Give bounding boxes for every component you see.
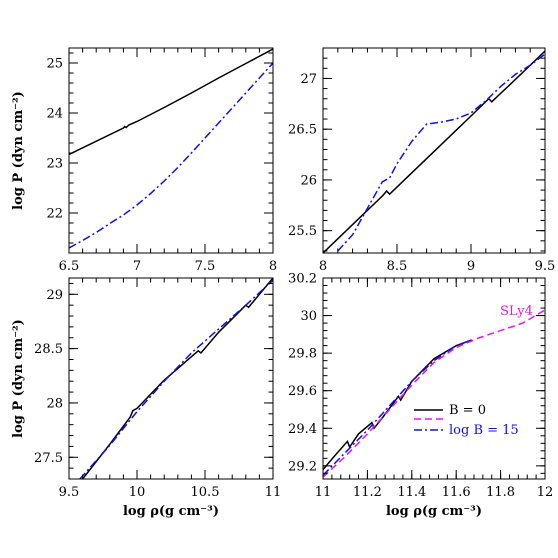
x-tick-label: 10 [129, 485, 146, 500]
x-axis-title: log ρ(g cm⁻³) [386, 504, 482, 519]
axes-frame [68, 277, 274, 480]
y-tick-label: 27 [300, 72, 317, 87]
series-line [323, 50, 545, 253]
axes-frame [322, 47, 546, 254]
series-line [69, 62, 273, 249]
series-line [82, 278, 273, 479]
y-tick-label: 24 [46, 107, 63, 122]
x-tick-label: 11.8 [486, 485, 515, 500]
x-tick-label: 9.5 [535, 259, 556, 274]
series-line [337, 53, 545, 252]
chart-panel: 6.5 7 7.5 8 22 23 24 25 log P (dyn cm⁻²) [11, 47, 277, 274]
y-tick-label: 29 [46, 288, 63, 303]
x-tick-label: 9 [467, 259, 475, 274]
x-tick-label: 8 [269, 259, 277, 274]
axes-frame [322, 277, 546, 480]
x-tick-label: 7 [133, 259, 141, 274]
series-line [79, 279, 273, 479]
sly4-annotation: SLy4 [500, 304, 533, 319]
chart-panel: 11 11.2 11.4 11.6 11.8 12 29.2 29.4 29.6 29.8 30 30… [288, 272, 553, 520]
x-tick-label: 12 [537, 485, 554, 500]
y-tick-label: 29.2 [288, 459, 317, 474]
series-line [69, 48, 273, 156]
y-tick-label: 23 [46, 157, 63, 172]
chart-panel: 9.5 10 10.5 11 27.5 28 28.5 29 log ρ(g cm⁻³) log … [11, 277, 282, 519]
x-tick-label: 8.5 [387, 259, 408, 274]
x-tick-label: 6.5 [59, 259, 80, 274]
y-axis-title: log P (dyn cm⁻²) [11, 91, 26, 210]
y-tick-label: 30.2 [288, 272, 317, 287]
x-tick-label: 7.5 [195, 259, 216, 274]
y-tick-label: 27.5 [34, 451, 63, 466]
y-tick-label: 30 [300, 309, 317, 324]
legend-label: B = 0 [449, 403, 486, 418]
x-tick-label: 8 [319, 259, 327, 274]
y-tick-label: 29.4 [288, 422, 317, 437]
series-line [323, 339, 472, 476]
x-tick-label: 11.2 [353, 485, 382, 500]
axes-frame [68, 47, 274, 254]
legend-label: log B = 15 [449, 423, 519, 438]
y-tick-label: 25 [46, 57, 63, 72]
x-tick-label: 11 [265, 485, 282, 500]
chart-panel: 8 8.5 9 9.5 25.5 26 26.5 27 [288, 47, 556, 274]
y-tick-label: 22 [46, 207, 63, 222]
y-tick-label: 28 [46, 396, 63, 411]
series-line [323, 309, 545, 478]
y-tick-label: 26.5 [288, 123, 317, 138]
legend: B = 0 log B = 15 [414, 403, 519, 438]
y-tick-label: 29.6 [288, 384, 317, 399]
x-axis-title: log ρ(g cm⁻³) [123, 504, 219, 519]
x-tick-label: 11 [315, 485, 332, 500]
y-tick-label: 25.5 [288, 224, 317, 239]
y-tick-label: 29.8 [288, 347, 317, 362]
x-tick-label: 9.5 [59, 485, 80, 500]
x-tick-label: 11.6 [442, 485, 471, 500]
x-tick-label: 10.5 [191, 485, 220, 500]
x-tick-label: 11.4 [397, 485, 426, 500]
y-tick-label: 26 [300, 173, 317, 188]
y-axis-title: log P (dyn cm⁻²) [11, 319, 26, 438]
y-tick-label: 28.5 [34, 342, 63, 357]
